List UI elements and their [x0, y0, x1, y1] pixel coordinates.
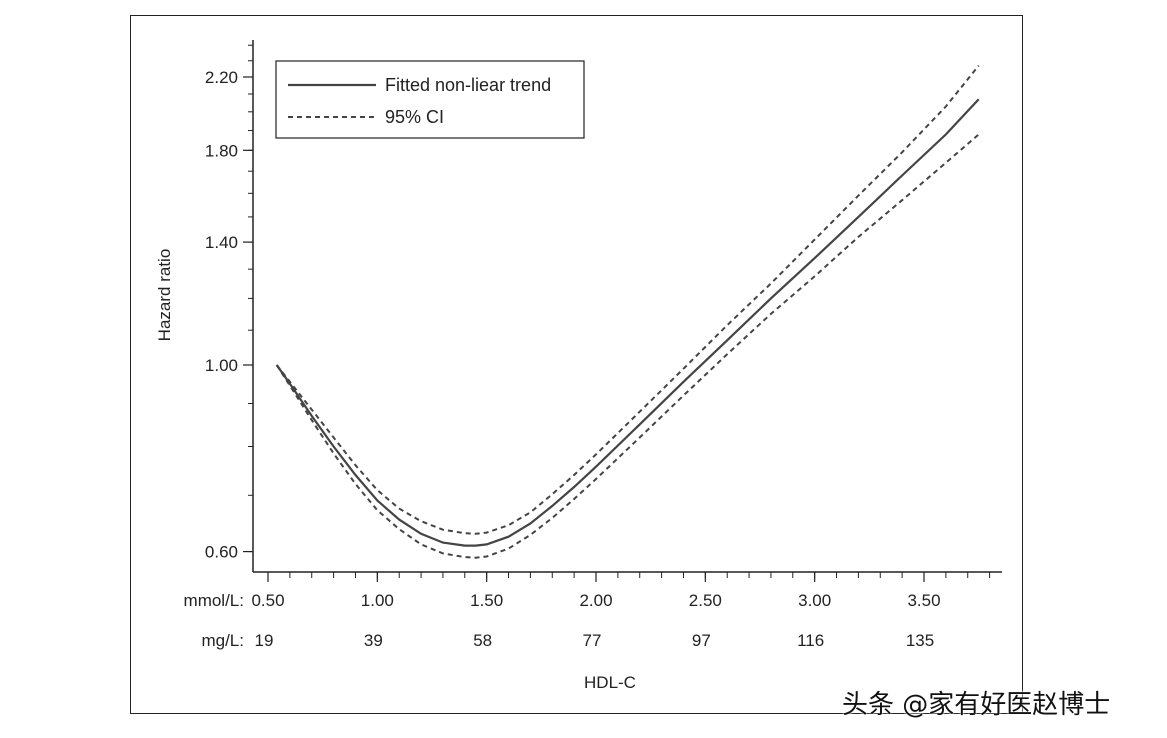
figure-frame: [130, 15, 1023, 714]
watermark-text: 头条 @家有好医赵博士: [842, 690, 1111, 720]
x-tick-label-mg: 77: [583, 631, 602, 650]
ci-upper-line: [275, 64, 980, 535]
x-tick-label-mmol: 2.00: [579, 591, 612, 610]
fitted-trend-line: [275, 98, 980, 547]
x-tick-label-mmol: 2.50: [689, 591, 722, 610]
legend-label-trend: Fitted non-liear trend: [385, 75, 551, 95]
x-axis-title: HDL-C: [584, 673, 636, 692]
x-tick-label-mg: 97: [692, 631, 711, 650]
y-tick-label: 1.40: [205, 233, 238, 252]
x-tick-label-mmol: 3.00: [798, 591, 831, 610]
legend-box: [275, 60, 585, 139]
x-row-prefix-mmol: mmol/L:: [184, 591, 244, 610]
x-tick-label-mg: 135: [906, 631, 934, 650]
x-tick-label-mmol: 0.50: [251, 591, 284, 610]
y-tick-label: 1.00: [205, 356, 238, 375]
x-tick-label-mg: 19: [255, 631, 274, 650]
x-tick-label-mg: 116: [797, 631, 824, 650]
x-tick-label-mmol: 1.50: [470, 591, 503, 610]
y-tick-label: 0.60: [205, 543, 238, 562]
x-row-prefix-mg: mg/L:: [201, 631, 244, 650]
y-tick-label: 1.80: [205, 141, 238, 160]
ci-lower-line: [275, 133, 980, 559]
y-tick-label: 2.20: [205, 68, 238, 87]
x-tick-label-mmol: 3.50: [907, 591, 940, 610]
x-tick-label-mmol: 1.00: [361, 591, 394, 610]
y-axis-title: Hazard ratio: [155, 249, 174, 342]
x-tick-label-mg: 58: [473, 631, 492, 650]
legend-label-ci: 95% CI: [385, 107, 444, 127]
x-tick-label-mg: 39: [364, 631, 383, 650]
